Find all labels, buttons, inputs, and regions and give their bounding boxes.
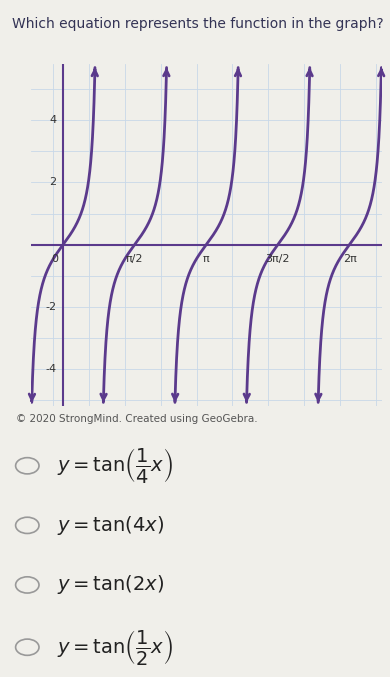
Text: 2π: 2π bbox=[343, 254, 356, 264]
Text: Which equation represents the function in the graph?: Which equation represents the function i… bbox=[12, 17, 383, 31]
Text: © 2020 StrongMind. Created using GeoGebra.: © 2020 StrongMind. Created using GeoGebr… bbox=[16, 414, 257, 424]
Text: -4: -4 bbox=[45, 364, 56, 374]
Text: $y = \tan\!\left(\dfrac{1}{2}x\right)$: $y = \tan\!\left(\dfrac{1}{2}x\right)$ bbox=[57, 628, 172, 667]
Text: 3π/2: 3π/2 bbox=[266, 254, 290, 264]
Text: $y = \tan(4x)$: $y = \tan(4x)$ bbox=[57, 514, 164, 537]
Text: π: π bbox=[203, 254, 210, 264]
Text: -2: -2 bbox=[45, 302, 56, 311]
Text: 2: 2 bbox=[49, 177, 56, 188]
Text: π/2: π/2 bbox=[126, 254, 144, 264]
Text: 4: 4 bbox=[49, 115, 56, 125]
Text: $y = \tan(2x)$: $y = \tan(2x)$ bbox=[57, 573, 164, 596]
Text: $y = \tan\!\left(\dfrac{1}{4}x\right)$: $y = \tan\!\left(\dfrac{1}{4}x\right)$ bbox=[57, 446, 172, 485]
Text: 0: 0 bbox=[51, 254, 58, 264]
